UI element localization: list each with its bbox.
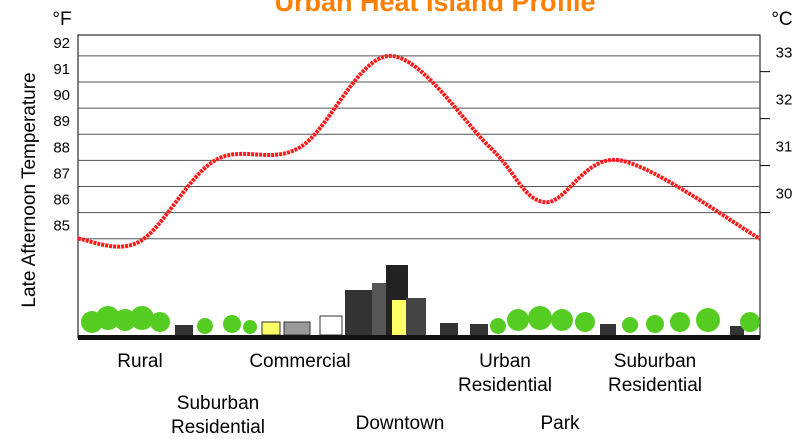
y-tick-label: 89 bbox=[53, 113, 70, 130]
y-tick-label: 85 bbox=[53, 218, 70, 235]
y-axis-label: Late Afternoon Temperature bbox=[19, 72, 40, 307]
y2-tick-label: 31 bbox=[776, 139, 793, 156]
x-tick-label: Suburban Residential bbox=[590, 350, 720, 398]
x-tick-label: Urban Residential bbox=[440, 350, 570, 398]
y-tick-label: 88 bbox=[53, 139, 70, 156]
x-tick-label: Commercial bbox=[235, 350, 365, 374]
y-tick-label: 91 bbox=[53, 61, 70, 78]
y-tick-label: 90 bbox=[53, 87, 70, 104]
chart-title: Urban Heat Island Profile bbox=[274, 0, 595, 17]
x-tick-label: Rural bbox=[75, 350, 205, 374]
y-tick-label: 92 bbox=[53, 35, 70, 52]
y-tick-label: 86 bbox=[53, 192, 70, 209]
x-tick-label: Suburban Residential bbox=[153, 392, 283, 439]
temperature-line bbox=[78, 56, 760, 247]
y2-unit: °C bbox=[771, 9, 792, 30]
x-tick-label: Park bbox=[495, 412, 625, 436]
y2-tick-label: 33 bbox=[776, 45, 793, 62]
y-tick-label: 87 bbox=[53, 165, 70, 182]
y-unit: °F bbox=[52, 9, 71, 30]
page: Urban Heat Island Profile Late Afternoon… bbox=[0, 0, 806, 439]
x-tick-label: Downtown bbox=[335, 412, 465, 436]
y2-tick-label: 32 bbox=[776, 92, 793, 109]
skyline bbox=[78, 265, 760, 340]
y2-tick-label: 30 bbox=[776, 186, 793, 203]
